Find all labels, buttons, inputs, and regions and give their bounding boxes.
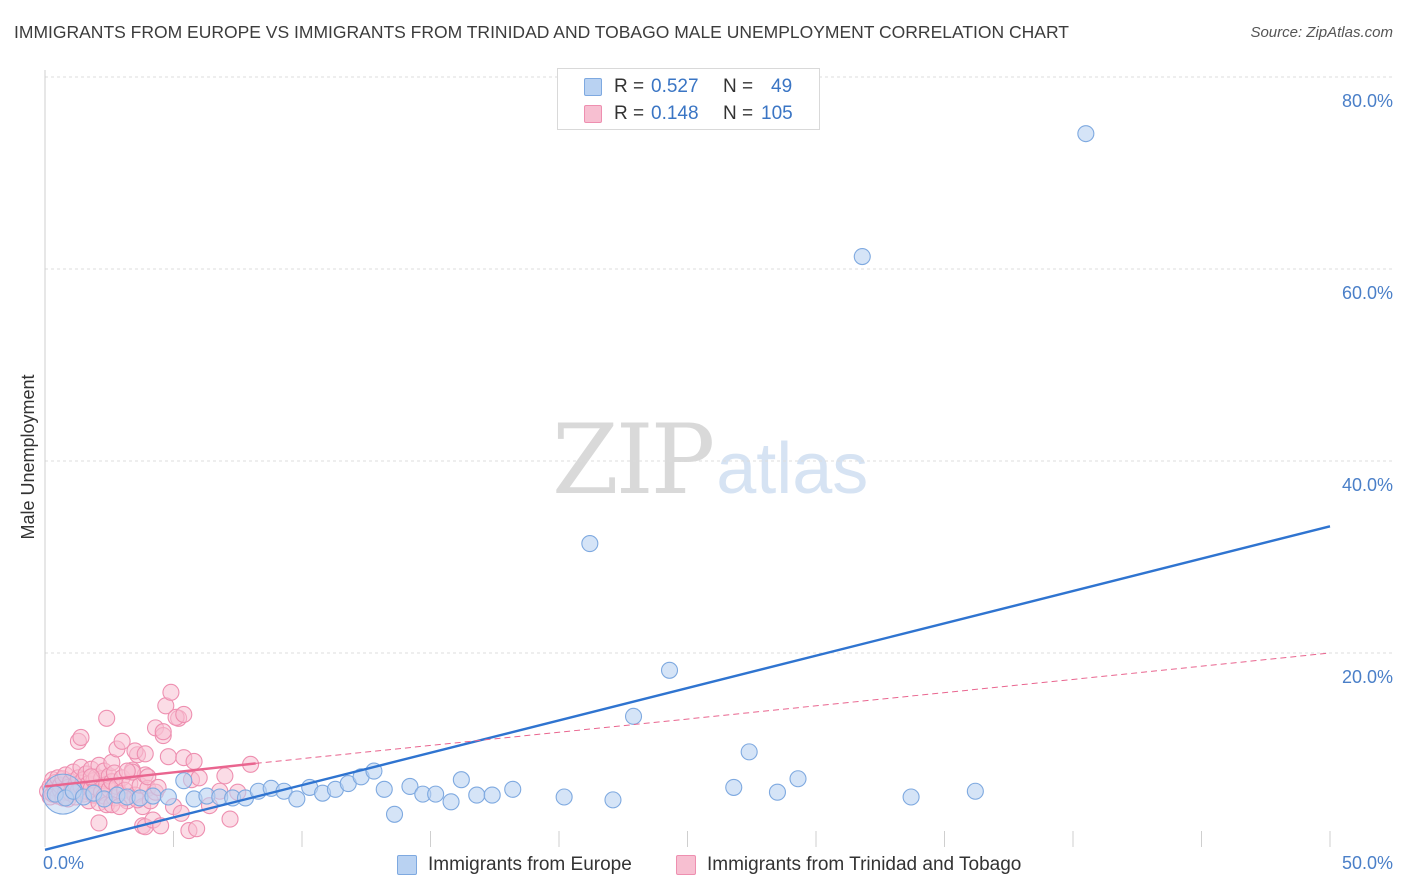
trinidad-point xyxy=(175,705,193,723)
grid-layer xyxy=(45,76,1392,654)
y-tick-label: 60.0% xyxy=(1342,283,1393,303)
legend-n-value: 49 xyxy=(771,76,793,97)
trinidad-point xyxy=(136,745,154,763)
legend-label-europe: Immigrants from Europe xyxy=(428,854,632,875)
europe-point xyxy=(789,770,807,788)
chart-title: IMMIGRANTS FROM EUROPE VS IMMIGRANTS FRO… xyxy=(14,22,1069,42)
europe-point xyxy=(375,780,393,798)
europe-point xyxy=(555,788,573,806)
europe-points-layer xyxy=(42,125,1095,823)
trinidad-point xyxy=(154,723,172,741)
legend-label-trinidad: Immigrants from Trinidad and Tobago xyxy=(707,854,1022,875)
europe-point xyxy=(504,780,522,798)
trinidad-point xyxy=(185,752,203,771)
europe-point xyxy=(159,788,177,806)
y-tick-label: 40.0% xyxy=(1342,475,1393,495)
trinidad-point xyxy=(216,767,234,785)
trinidad-trend-line xyxy=(44,762,256,788)
legend-swatch-europe xyxy=(397,855,417,875)
legend-r-label: R = xyxy=(614,103,645,124)
europe-point xyxy=(1077,125,1095,143)
europe-point xyxy=(660,661,679,679)
source-label: Source: ZipAtlas.com xyxy=(1250,24,1393,41)
y-tick-label: 80.0% xyxy=(1342,91,1393,111)
europe-point xyxy=(442,793,460,811)
watermark-zip: ZIP xyxy=(552,404,715,516)
europe-point xyxy=(427,785,445,803)
europe-point xyxy=(452,771,470,789)
europe-point xyxy=(604,791,622,809)
trinidad-point xyxy=(190,769,208,787)
trinidad-point xyxy=(188,820,206,838)
europe-point xyxy=(483,786,501,804)
trinidad-point xyxy=(90,814,108,832)
watermark-atlas: atlas xyxy=(716,429,869,509)
europe-point xyxy=(401,777,419,795)
europe-point xyxy=(902,788,920,806)
x-tick-label: 50.0% xyxy=(1342,853,1393,873)
correlation-legend: R = 0.527 N = 49 R = 0.148 N = 105 xyxy=(557,68,820,130)
tick-labels-layer: 20.0% 40.0% 60.0% 80.0% 0.0% 50.0% Male Unempl… xyxy=(18,91,1393,873)
trinidad-point xyxy=(221,810,239,828)
europe-point xyxy=(624,707,643,725)
legend-n-value: 105 xyxy=(761,103,793,124)
europe-point xyxy=(581,535,599,553)
europe-point xyxy=(966,782,984,800)
legend-n-label: N = xyxy=(723,103,754,124)
series-legend: Immigrants from Europe Immigrants from T… xyxy=(0,851,1406,879)
legend-swatch-trinidad xyxy=(676,855,696,875)
europe-point xyxy=(144,787,162,805)
europe-point xyxy=(468,786,486,804)
europe-point xyxy=(740,743,758,761)
y-tick-label: 20.0% xyxy=(1342,667,1393,687)
europe-point xyxy=(853,247,871,266)
legend-item-europe[interactable]: Immigrants from Europe xyxy=(397,851,632,879)
trinidad-point xyxy=(118,762,136,780)
europe-point xyxy=(768,783,787,801)
europe-point xyxy=(288,790,306,808)
y-axis-label: Male Unemployment xyxy=(18,374,38,539)
legend-r-value: 0.148 xyxy=(651,103,699,124)
legend-r-value: 0.527 xyxy=(651,76,699,97)
europe-trend-line xyxy=(44,525,1331,851)
trinidad-trend-extension xyxy=(255,652,1331,764)
trinidad-points-layer xyxy=(39,683,260,840)
trend-lines-layer xyxy=(44,525,1331,851)
trinidad-point xyxy=(162,683,180,701)
axes-layer xyxy=(44,70,1331,847)
legend-swatch-trinidad xyxy=(584,105,602,123)
europe-point xyxy=(725,778,743,796)
trinidad-point xyxy=(159,748,177,766)
legend-n-label: N = xyxy=(723,76,754,97)
x-tick-label: 0.0% xyxy=(43,853,84,873)
watermark: ZIPatlas xyxy=(552,404,868,516)
europe-point xyxy=(385,805,404,823)
trinidad-point xyxy=(98,709,116,727)
trinidad-point xyxy=(113,732,131,750)
trinidad-point xyxy=(72,728,90,747)
legend-item-trinidad[interactable]: Immigrants from Trinidad and Tobago xyxy=(676,851,1021,879)
legend-swatch-europe xyxy=(584,78,602,96)
europe-point xyxy=(175,772,193,790)
legend-r-label: R = xyxy=(614,76,645,97)
